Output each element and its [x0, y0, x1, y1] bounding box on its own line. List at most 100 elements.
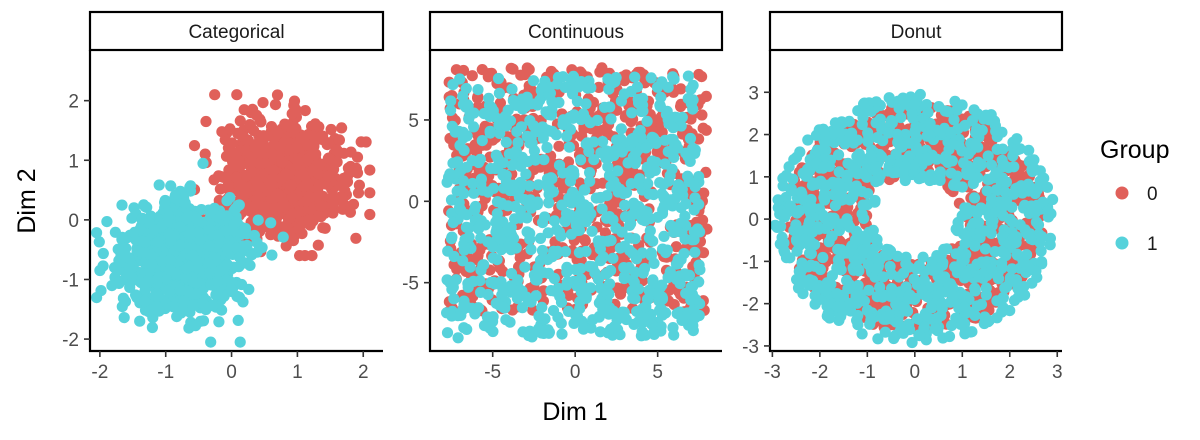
- point-group-1: [1026, 164, 1038, 176]
- point-group-1: [575, 154, 587, 166]
- point-group-1: [163, 228, 175, 240]
- point-group-1: [531, 274, 543, 286]
- point-group-0: [269, 99, 282, 111]
- point-group-0: [300, 196, 312, 208]
- point-group-1: [475, 173, 487, 185]
- point-group-1: [595, 255, 607, 267]
- point-group-1: [476, 135, 488, 147]
- x-tick-label: -1: [157, 362, 174, 383]
- point-group-1: [163, 286, 175, 298]
- point-group-1: [687, 325, 699, 337]
- point-group-1: [495, 233, 507, 245]
- point-group-0: [448, 259, 460, 271]
- point-group-1: [557, 71, 569, 83]
- point-group-1: [453, 202, 466, 214]
- point-group-0: [301, 138, 313, 151]
- point-group-1: [1004, 213, 1016, 225]
- point-group-1: [178, 295, 190, 307]
- point-group-1: [94, 264, 106, 277]
- point-group-0: [200, 115, 212, 128]
- point-group-1: [685, 294, 697, 306]
- point-group-1: [875, 150, 888, 163]
- point-group-1: [893, 271, 905, 283]
- point-group-0: [563, 289, 575, 301]
- point-group-1: [584, 167, 596, 179]
- point-group-0: [279, 118, 291, 130]
- point-group-1: [642, 178, 654, 190]
- point-group-1: [804, 247, 816, 259]
- point-group-1: [772, 194, 784, 206]
- point-group-1: [537, 132, 549, 144]
- point-group-1: [574, 303, 586, 315]
- point-group-1: [625, 217, 637, 230]
- x-tick-label: 0: [570, 362, 581, 383]
- point-group-1: [802, 261, 815, 273]
- point-group-1: [834, 127, 846, 139]
- y-tick-label: -5: [402, 274, 419, 295]
- point-group-1: [618, 262, 630, 274]
- point-group-1: [497, 283, 509, 295]
- point-group-1: [877, 135, 889, 147]
- point-group-1: [570, 216, 583, 228]
- point-group-1: [1031, 271, 1043, 283]
- point-group-1: [662, 81, 674, 93]
- point-group-1: [951, 104, 963, 116]
- point-group-0: [620, 69, 632, 81]
- point-group-1: [611, 314, 623, 326]
- point-group-0: [290, 103, 302, 116]
- point-group-0: [226, 137, 238, 149]
- point-group-1: [969, 285, 981, 297]
- point-group-1: [132, 245, 144, 257]
- point-group-1: [654, 177, 666, 189]
- point-group-1: [453, 167, 465, 179]
- point-group-1: [445, 104, 457, 116]
- point-group-0: [248, 124, 260, 137]
- point-group-1: [475, 232, 487, 244]
- point-group-1: [180, 212, 193, 225]
- point-group-1: [534, 232, 547, 244]
- point-group-1: [468, 187, 480, 199]
- point-group-1: [656, 188, 668, 200]
- point-group-1: [998, 200, 1010, 212]
- point-group-0: [249, 141, 261, 153]
- point-group-1: [802, 134, 814, 146]
- point-group-1: [521, 130, 533, 142]
- point-group-1: [651, 81, 664, 93]
- point-group-1: [682, 93, 694, 105]
- point-group-1: [612, 165, 624, 177]
- point-group-1: [146, 321, 158, 334]
- point-group-1: [585, 82, 597, 94]
- point-group-1: [222, 242, 234, 254]
- point-group-1: [234, 336, 246, 348]
- point-group-0: [579, 235, 591, 247]
- point-group-0: [327, 207, 339, 219]
- point-group-0: [333, 134, 345, 146]
- point-group-1: [449, 126, 461, 138]
- point-group-1: [506, 159, 518, 171]
- point-group-1: [221, 259, 233, 271]
- point-group-1: [568, 317, 580, 329]
- y-tick-label: 5: [408, 111, 419, 132]
- point-group-1: [445, 233, 458, 245]
- point-group-1: [532, 262, 544, 274]
- point-group-0: [336, 122, 348, 134]
- point-group-1: [513, 191, 526, 203]
- point-group-1: [499, 182, 512, 194]
- point-group-1: [547, 186, 559, 198]
- point-group-1: [497, 301, 509, 313]
- point-group-0: [700, 90, 712, 102]
- point-group-1: [192, 226, 204, 239]
- point-group-1: [97, 247, 109, 260]
- point-group-1: [643, 284, 655, 296]
- point-group-1: [444, 277, 456, 289]
- point-group-0: [596, 62, 608, 74]
- point-group-1: [644, 225, 656, 237]
- point-group-1: [936, 126, 948, 139]
- point-group-1: [806, 226, 819, 238]
- facet-strip: [428, 10, 724, 52]
- point-group-1: [618, 272, 630, 285]
- point-group-1: [858, 212, 870, 224]
- point-group-0: [350, 162, 362, 174]
- point-group-1: [941, 243, 953, 255]
